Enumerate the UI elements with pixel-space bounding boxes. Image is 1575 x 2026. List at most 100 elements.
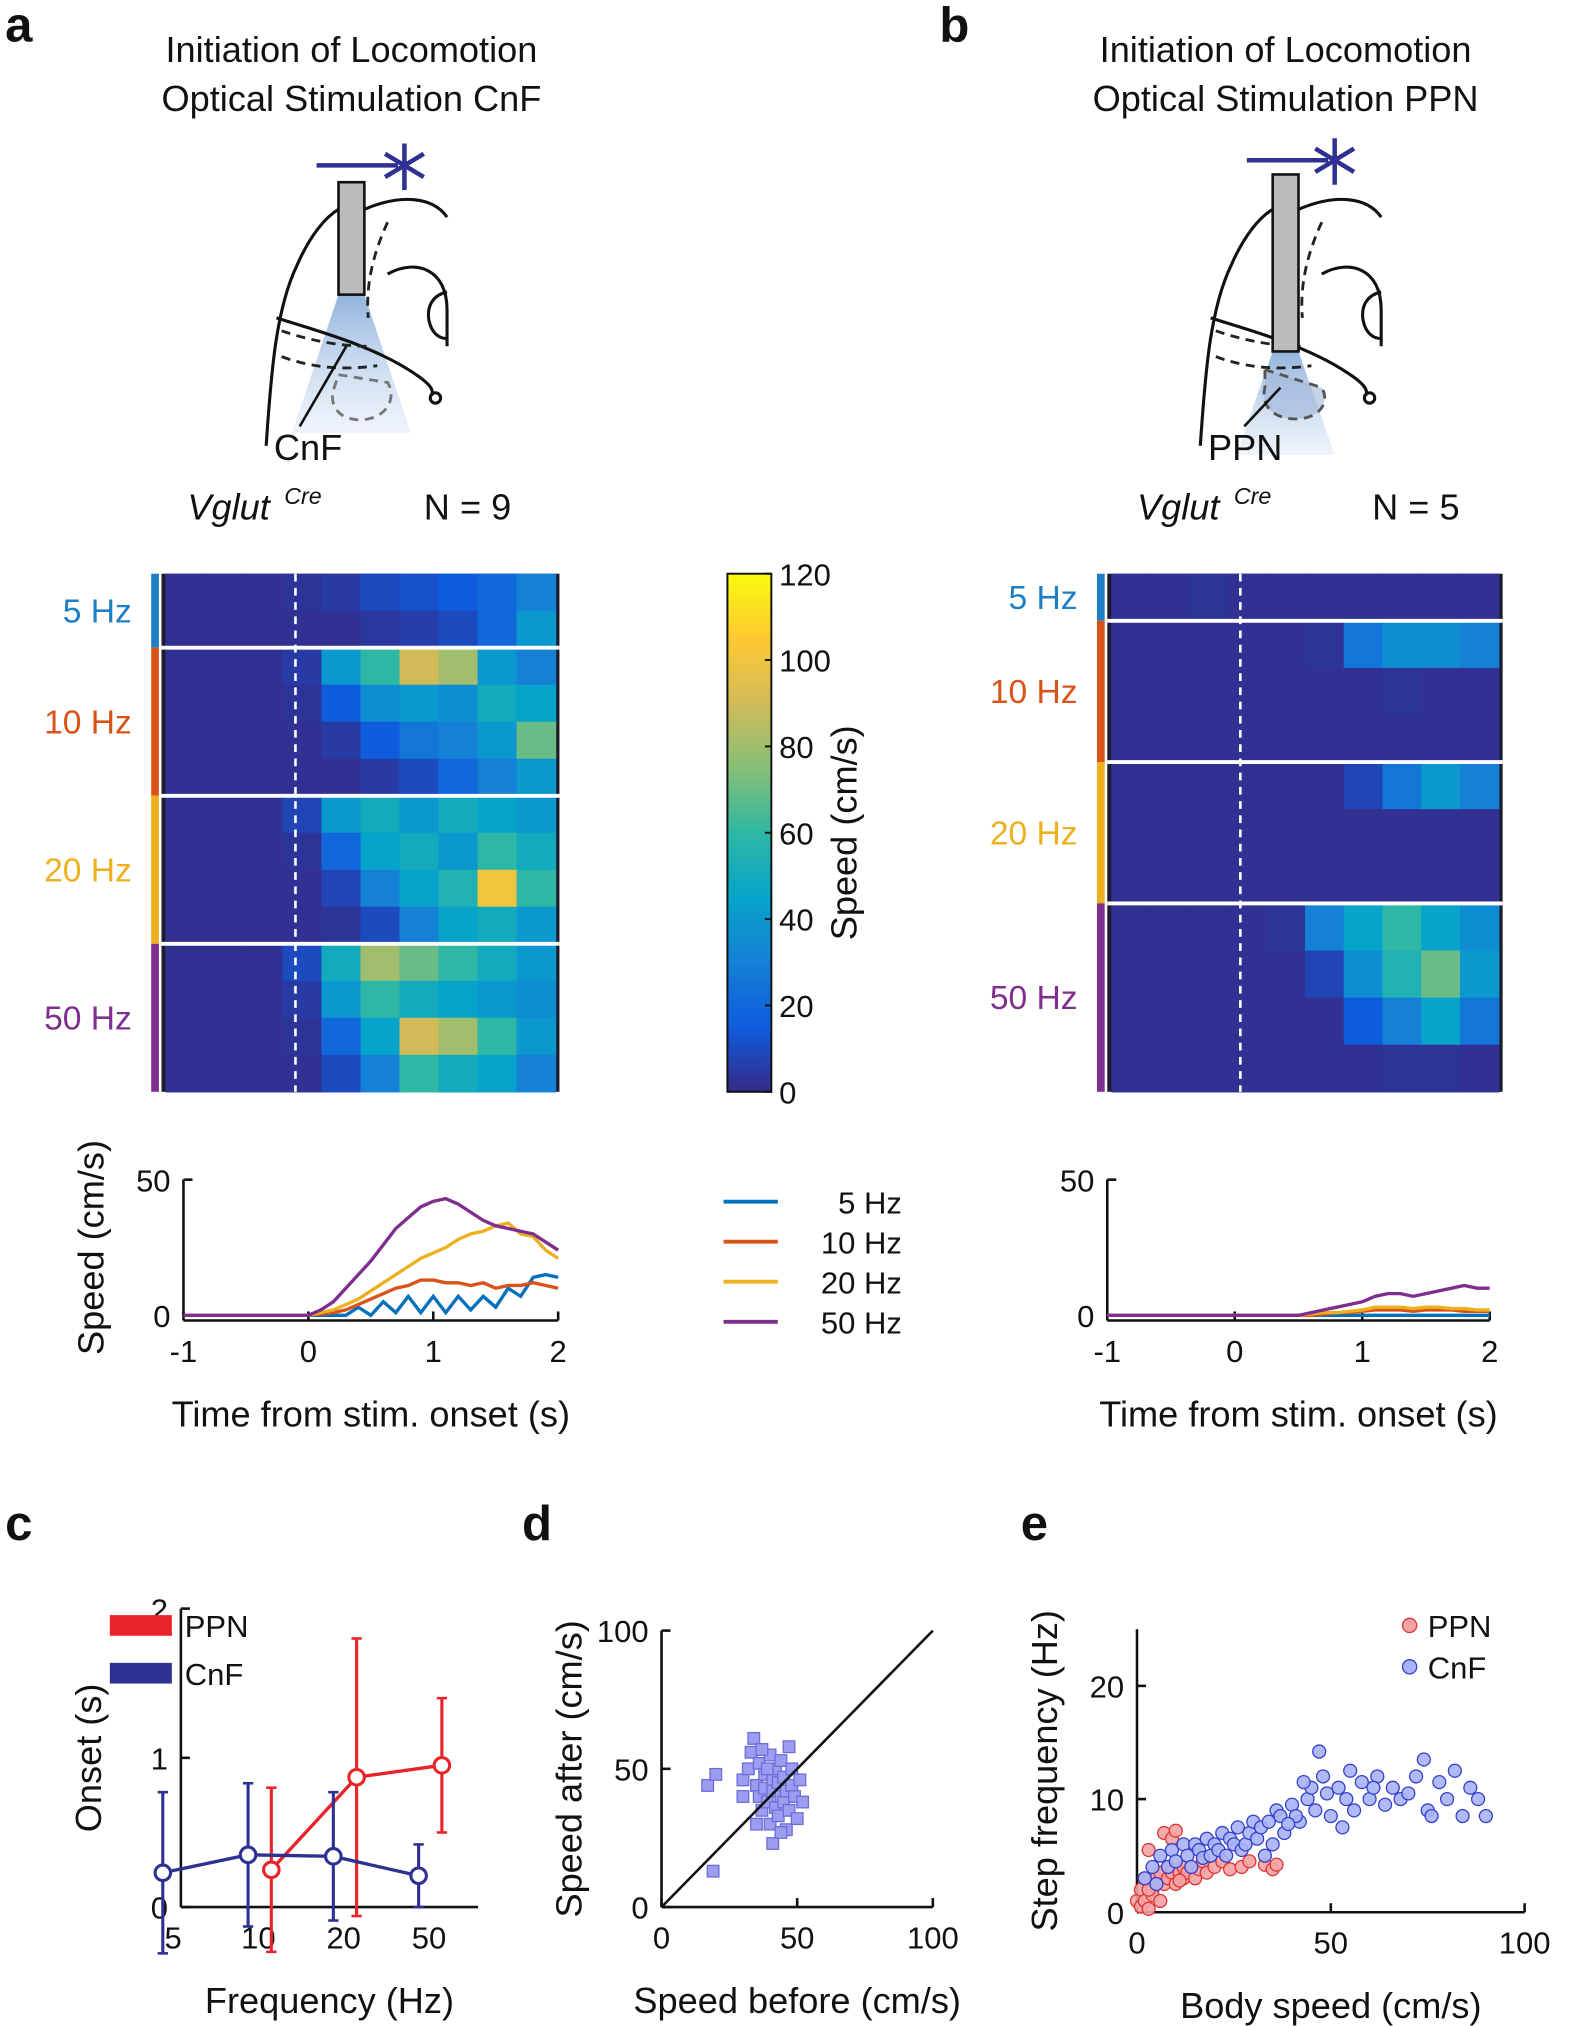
heatmap-cell	[399, 610, 440, 649]
heatmap-cell	[1266, 573, 1306, 622]
point	[763, 1817, 777, 1831]
group-bar	[151, 573, 159, 648]
heatmap-cell	[1149, 809, 1190, 857]
heatmap-cell	[1227, 997, 1267, 1046]
outline	[264, 208, 340, 446]
heatmap-cell	[1227, 667, 1267, 716]
legend-label: 20 Hz	[821, 1265, 902, 1300]
heatmap-cell	[360, 758, 401, 797]
point	[1265, 1837, 1280, 1852]
point	[796, 1795, 810, 1809]
heatmap-cell	[1149, 856, 1190, 905]
brain-diagram	[264, 143, 449, 446]
point	[1172, 1873, 1187, 1888]
heatmap-cell	[321, 869, 362, 908]
y-axis-label: Speed (cm/s)	[70, 1140, 111, 1355]
heatmap-cell	[1460, 903, 1500, 952]
point	[1470, 1791, 1486, 1807]
point	[1447, 1763, 1462, 1778]
point	[782, 1803, 796, 1817]
heatmap-cell	[477, 795, 518, 834]
point	[774, 1825, 788, 1839]
outline	[426, 290, 448, 341]
heatmap-cell	[516, 832, 557, 871]
group-bar	[151, 943, 159, 1092]
point	[736, 1790, 750, 1803]
legend-label: CnF	[185, 1657, 244, 1692]
point	[1242, 1854, 1257, 1869]
heatmap-cell	[1111, 903, 1151, 952]
heatmap-cell	[360, 610, 401, 649]
point	[1312, 1744, 1327, 1759]
point	[1346, 1803, 1362, 1818]
light-cone	[292, 294, 411, 433]
heatmap-cell	[282, 1017, 323, 1056]
heatmap-cell	[1188, 762, 1229, 810]
heatmap-cell	[399, 1054, 440, 1093]
heatmap-cell	[399, 647, 440, 686]
point	[1153, 1893, 1168, 1909]
colorbar-tick-label: 0	[779, 1075, 796, 1110]
heatmap-cell	[477, 906, 518, 945]
heatmap-cell	[438, 721, 479, 760]
heatmap-cell	[1188, 809, 1229, 857]
heatmap-cell	[165, 758, 206, 797]
heatmap-cell	[204, 758, 245, 797]
y-tick-label: 50	[1060, 1163, 1094, 1198]
x-tick-label: 50	[412, 1920, 446, 1955]
heatmap-cell	[1111, 997, 1151, 1046]
point	[706, 1864, 720, 1878]
panel-title: Initiation of Locomotion	[1100, 29, 1472, 70]
heatmap-cell	[165, 906, 206, 945]
x-axis-label: Time from stim. onset (s)	[1099, 1393, 1497, 1434]
panel-letter: d	[522, 1497, 552, 1551]
heatmap-cell	[1111, 809, 1151, 857]
point	[1281, 1816, 1296, 1832]
group-label: 10 Hz	[44, 704, 132, 741]
heatmap-cell	[477, 684, 518, 723]
group-label: 50 Hz	[990, 980, 1078, 1017]
point	[755, 1743, 769, 1756]
heatmap-cell	[1382, 809, 1422, 857]
y-axis-label: Onset (s)	[68, 1684, 109, 1833]
outline	[363, 197, 449, 219]
x-tick-label: -1	[170, 1334, 198, 1369]
heatmap-cell	[282, 610, 323, 649]
point	[1137, 1871, 1152, 1886]
heatmap-cell	[399, 573, 440, 612]
heatmap-cell	[1266, 620, 1306, 669]
heatmap-cell	[399, 1017, 440, 1056]
light-asterisk	[1314, 138, 1356, 185]
heatmap-cell	[204, 795, 245, 834]
x-tick-label: 50	[780, 1920, 814, 1955]
heatmap-cell	[399, 684, 440, 723]
legend-label: 5 Hz	[838, 1185, 902, 1220]
heatmap-cell	[321, 943, 362, 982]
point	[1257, 1848, 1273, 1863]
heatmap-cell	[1111, 715, 1151, 763]
heatmap-cell	[399, 943, 440, 982]
heatmap-cell	[516, 573, 557, 612]
heatmap-cell	[1149, 1044, 1190, 1093]
region-outline	[1215, 355, 1312, 370]
heatmap-cell	[1188, 856, 1229, 905]
group-bar	[151, 647, 159, 796]
heatmap-cell	[165, 832, 206, 871]
heatmap-cell	[1227, 620, 1267, 669]
heatmap-cell	[1343, 573, 1384, 622]
heatmap-cell	[477, 758, 518, 797]
heatmap-cell	[360, 832, 401, 871]
point	[1145, 1859, 1160, 1875]
point	[1319, 1786, 1335, 1801]
x-tick-label: 100	[907, 1920, 959, 1955]
point	[1323, 1808, 1338, 1824]
point	[1385, 1780, 1400, 1795]
brain-diagram	[1198, 138, 1383, 455]
heatmap-cell	[204, 832, 245, 871]
point	[760, 1762, 774, 1776]
point	[1296, 1774, 1311, 1790]
heatmap-cell	[1304, 762, 1345, 810]
heatmap-cell	[321, 758, 362, 797]
outline	[386, 265, 449, 347]
heatmap-cell	[360, 721, 401, 760]
